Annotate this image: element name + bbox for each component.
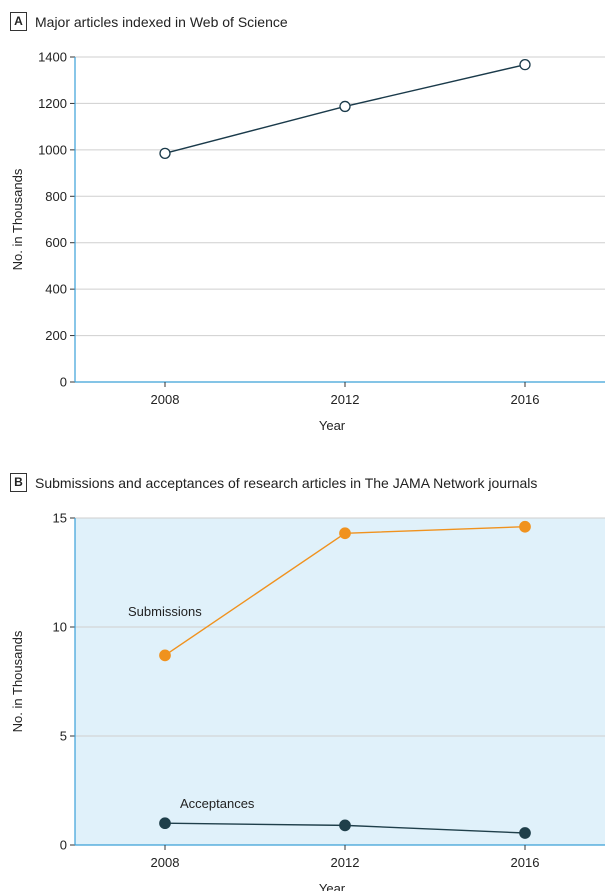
chart-b-data-point [159, 649, 171, 662]
chart-b-x-axis-label: Year [319, 881, 346, 891]
chart-a-data-point [159, 147, 171, 159]
chart-b-x-tick-label: 2012 [331, 855, 360, 870]
panel-a-title-text: Major articles indexed in Web of Science [35, 13, 288, 30]
chart-b-x-tick-label: 2008 [151, 855, 180, 870]
chart-b-y-tick-label: 0 [60, 838, 67, 853]
chart-b-series-label: Submissions [128, 604, 202, 619]
chart-b-data-point [159, 817, 171, 830]
chart-b-y-tick-label: 15 [53, 511, 67, 526]
chart-a-data-point [519, 59, 531, 71]
chart-a-x-tick-label: 2016 [511, 392, 540, 407]
chart-a-y-axis-label: No. in Thousands [10, 168, 25, 270]
chart-b-data-point [519, 520, 531, 533]
chart-a-x-tick-label: 2012 [331, 392, 360, 407]
panel-b-title: B Submissions and acceptances of researc… [10, 473, 537, 492]
chart-a-y-tick-label: 200 [45, 328, 67, 343]
chart-a-y-tick-label: 1000 [38, 142, 67, 157]
chart-a-y-tick-label: 1400 [38, 50, 67, 65]
chart-a-y-tick-label: 1200 [38, 96, 67, 111]
chart-b-series-label: Acceptances [180, 796, 255, 811]
chart-b-y-axis-label: No. in Thousands [10, 630, 25, 732]
chart-a-x-axis-label: Year [319, 418, 346, 433]
chart-b-data-point [339, 527, 351, 540]
chart-a: 0 200 400 600 800 1000 1200 1400 2008 2012 2016 Yea… [10, 50, 605, 433]
chart-b-plot-background [75, 518, 605, 845]
chart-a-y-tick-label: 600 [45, 235, 67, 250]
chart-b-data-point [339, 819, 351, 832]
chart-b-y-tick-label: 5 [60, 729, 67, 744]
chart-a-y-tick-label: 400 [45, 282, 67, 297]
chart-a-y-tick-label: 0 [60, 375, 67, 390]
panel-a-title: A Major articles indexed in Web of Scien… [10, 12, 288, 31]
panel-b-title-text: Submissions and acceptances of research … [35, 474, 538, 491]
chart-b-x-tick-label: 2016 [511, 855, 540, 870]
chart-b-y-tick-label: 10 [53, 620, 67, 635]
chart-a-y-tick-label: 800 [45, 189, 67, 204]
panel-a-letter: A [10, 12, 27, 31]
chart-a-x-tick-label: 2008 [151, 392, 180, 407]
chart-b-data-point [519, 827, 531, 839]
panel-b-letter: B [10, 473, 27, 492]
chart-a-data-point [339, 100, 351, 113]
